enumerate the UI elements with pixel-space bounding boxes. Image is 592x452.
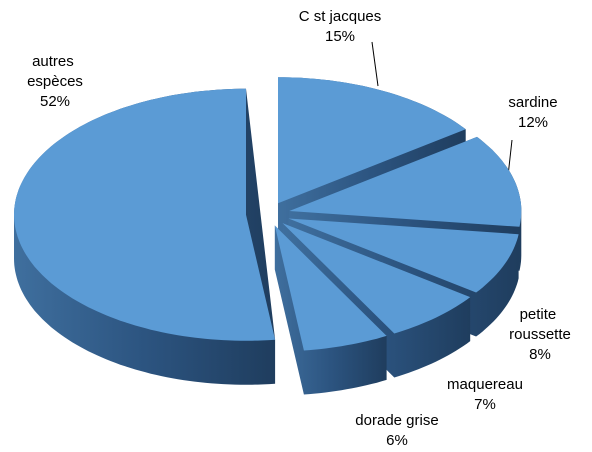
slice-value-label: 8% — [529, 346, 551, 363]
slice-value-label: 12% — [518, 114, 548, 131]
slice-label: maquereau — [447, 376, 523, 393]
slice — [278, 77, 466, 204]
slice-value-label: 6% — [386, 432, 408, 449]
slice-label: petite roussette — [509, 306, 571, 343]
slice-label: sardine — [508, 94, 557, 111]
slice-label: C st jacques — [299, 8, 382, 25]
slice — [288, 218, 519, 293]
slice-label: dorade grise — [355, 412, 438, 429]
slice — [289, 136, 522, 227]
slice-value-label: 7% — [474, 396, 496, 413]
leader-line — [371, 41, 379, 87]
slice — [14, 88, 276, 341]
slice-value-label: 52% — [40, 93, 70, 110]
slice-label: autres espèces — [27, 53, 83, 90]
slice — [274, 225, 387, 351]
slice — [282, 223, 471, 334]
slice-value-label: 15% — [325, 28, 355, 45]
